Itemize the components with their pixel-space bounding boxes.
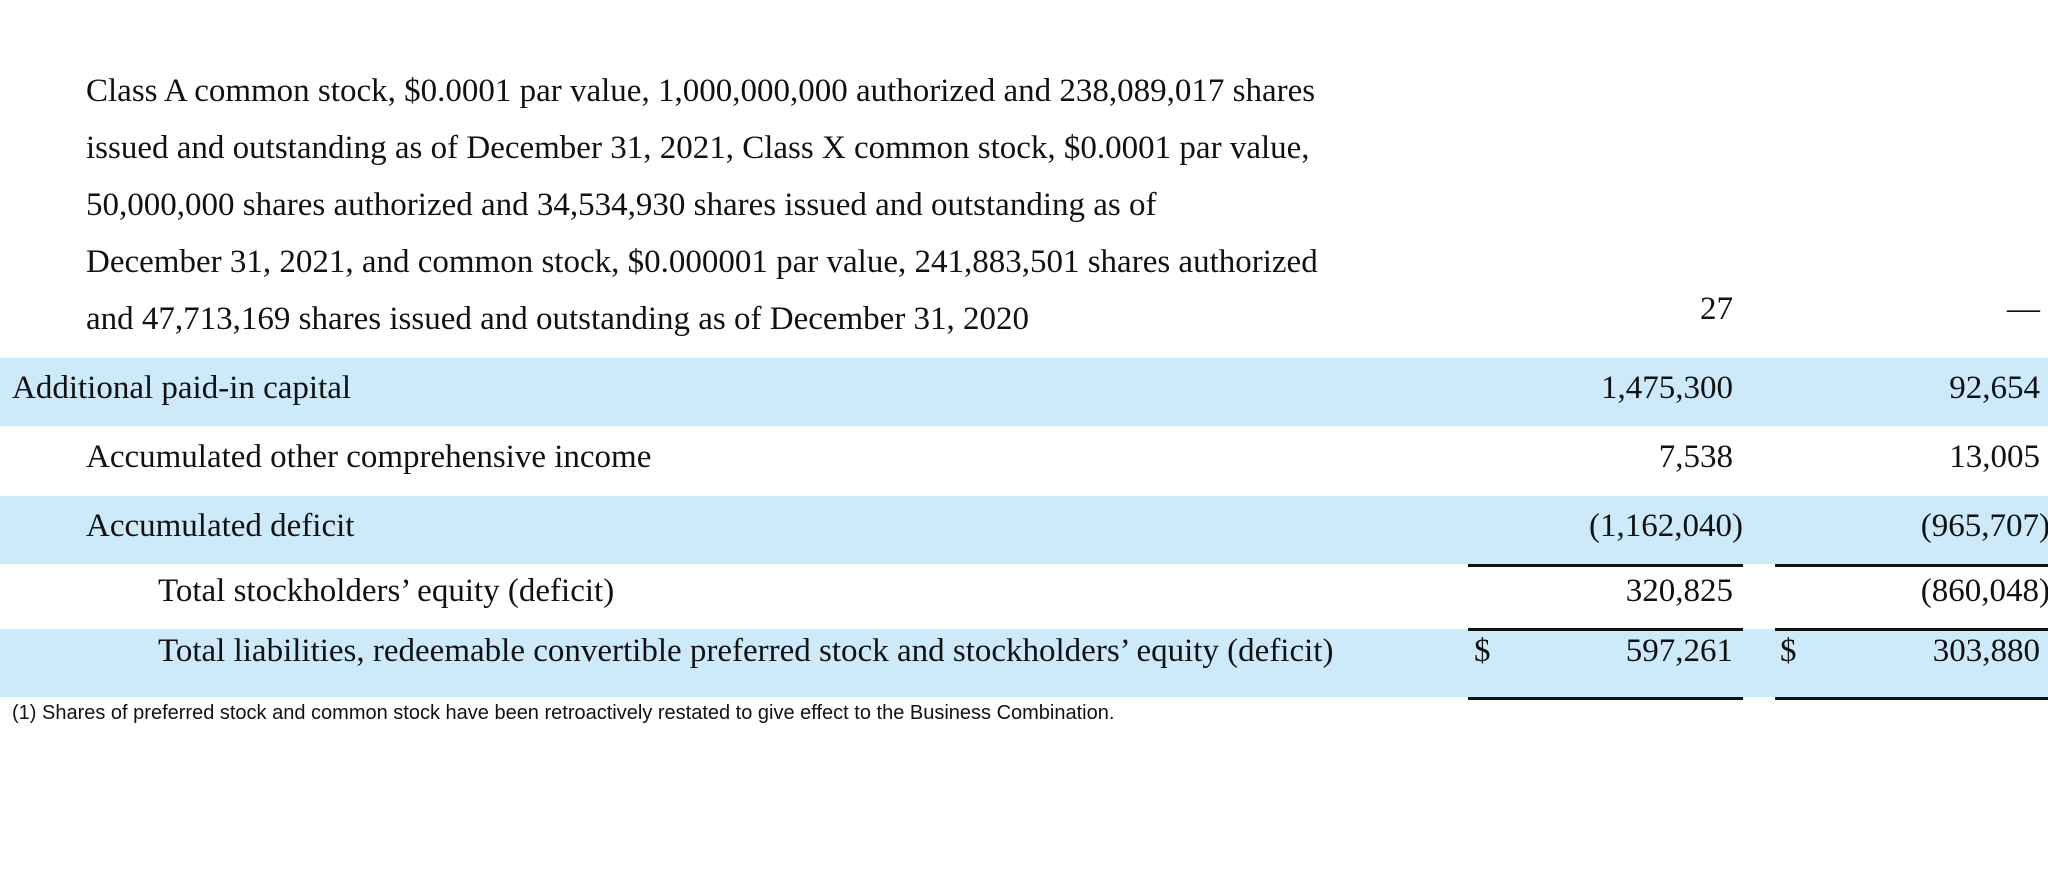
common-stock-row: Class A common stock, $0.0001 par value,…	[0, 63, 2048, 358]
accumulated-deficit-row: Accumulated deficit (1,162,040) (965,707…	[0, 496, 2048, 564]
description-line: issued and outstanding as of December 31…	[86, 130, 1310, 166]
total-liabilities-row: Total liabilities, redeemable convertibl…	[0, 629, 2048, 697]
aoci-2021: 7,538	[1658, 439, 1733, 475]
apic-2021: 1,475,300	[1601, 370, 1733, 406]
row-label: Accumulated other comprehensive income	[86, 439, 652, 475]
description-line: and 47,713,169 shares issued and outstan…	[86, 301, 1030, 337]
currency-symbol-2020: $	[1780, 633, 1797, 669]
footnote: (1) Shares of preferred stock and common…	[12, 702, 1115, 724]
description-line: 50,000,000 shares authorized and 34,534,…	[86, 187, 1157, 223]
total-liabilities-2020: 303,880	[1932, 633, 2040, 669]
description-line: Class A common stock, $0.0001 par value,…	[86, 73, 1316, 109]
subtotal-rule-2021	[1468, 564, 1743, 567]
aoci-row: Accumulated other comprehensive income 7…	[0, 426, 2048, 496]
total-rule-top-2021	[1468, 628, 1743, 631]
subtotal-rule-2020	[1775, 564, 2048, 567]
accumulated-deficit-2021: (1,162,040)	[1589, 508, 1743, 544]
common-stock-2020: —	[2007, 291, 2040, 327]
total-rule-bottom-2020	[1775, 697, 2048, 700]
row-label: Accumulated deficit	[86, 508, 355, 544]
common-stock-2021: 27	[1700, 291, 1733, 327]
total-equity-row: Total stockholders’ equity (deficit) 320…	[0, 567, 2048, 629]
total-rule-bottom-2021	[1468, 697, 1743, 700]
description-line: December 31, 2021, and common stock, $0.…	[86, 244, 1318, 280]
common-stock-description: Class A common stock, $0.0001 par value,…	[86, 63, 1318, 348]
apic-row: Additional paid-in capital 1,475,300 92,…	[0, 358, 2048, 426]
total-equity-2020: (860,048)	[1920, 573, 2048, 609]
row-label: Total liabilities, redeemable convertibl…	[158, 633, 1334, 669]
total-rule-top-2020	[1775, 628, 2048, 631]
aoci-2020: 13,005	[1949, 439, 2040, 475]
row-label: Total stockholders’ equity (deficit)	[158, 573, 615, 609]
accumulated-deficit-2020: (965,707)	[1920, 508, 2048, 544]
row-label: Additional paid-in capital	[12, 370, 352, 406]
apic-2020: 92,654	[1949, 370, 2040, 406]
total-liabilities-2021: 597,261	[1625, 633, 1733, 669]
currency-symbol-2021: $	[1474, 633, 1491, 669]
total-equity-2021: 320,825	[1625, 573, 1733, 609]
